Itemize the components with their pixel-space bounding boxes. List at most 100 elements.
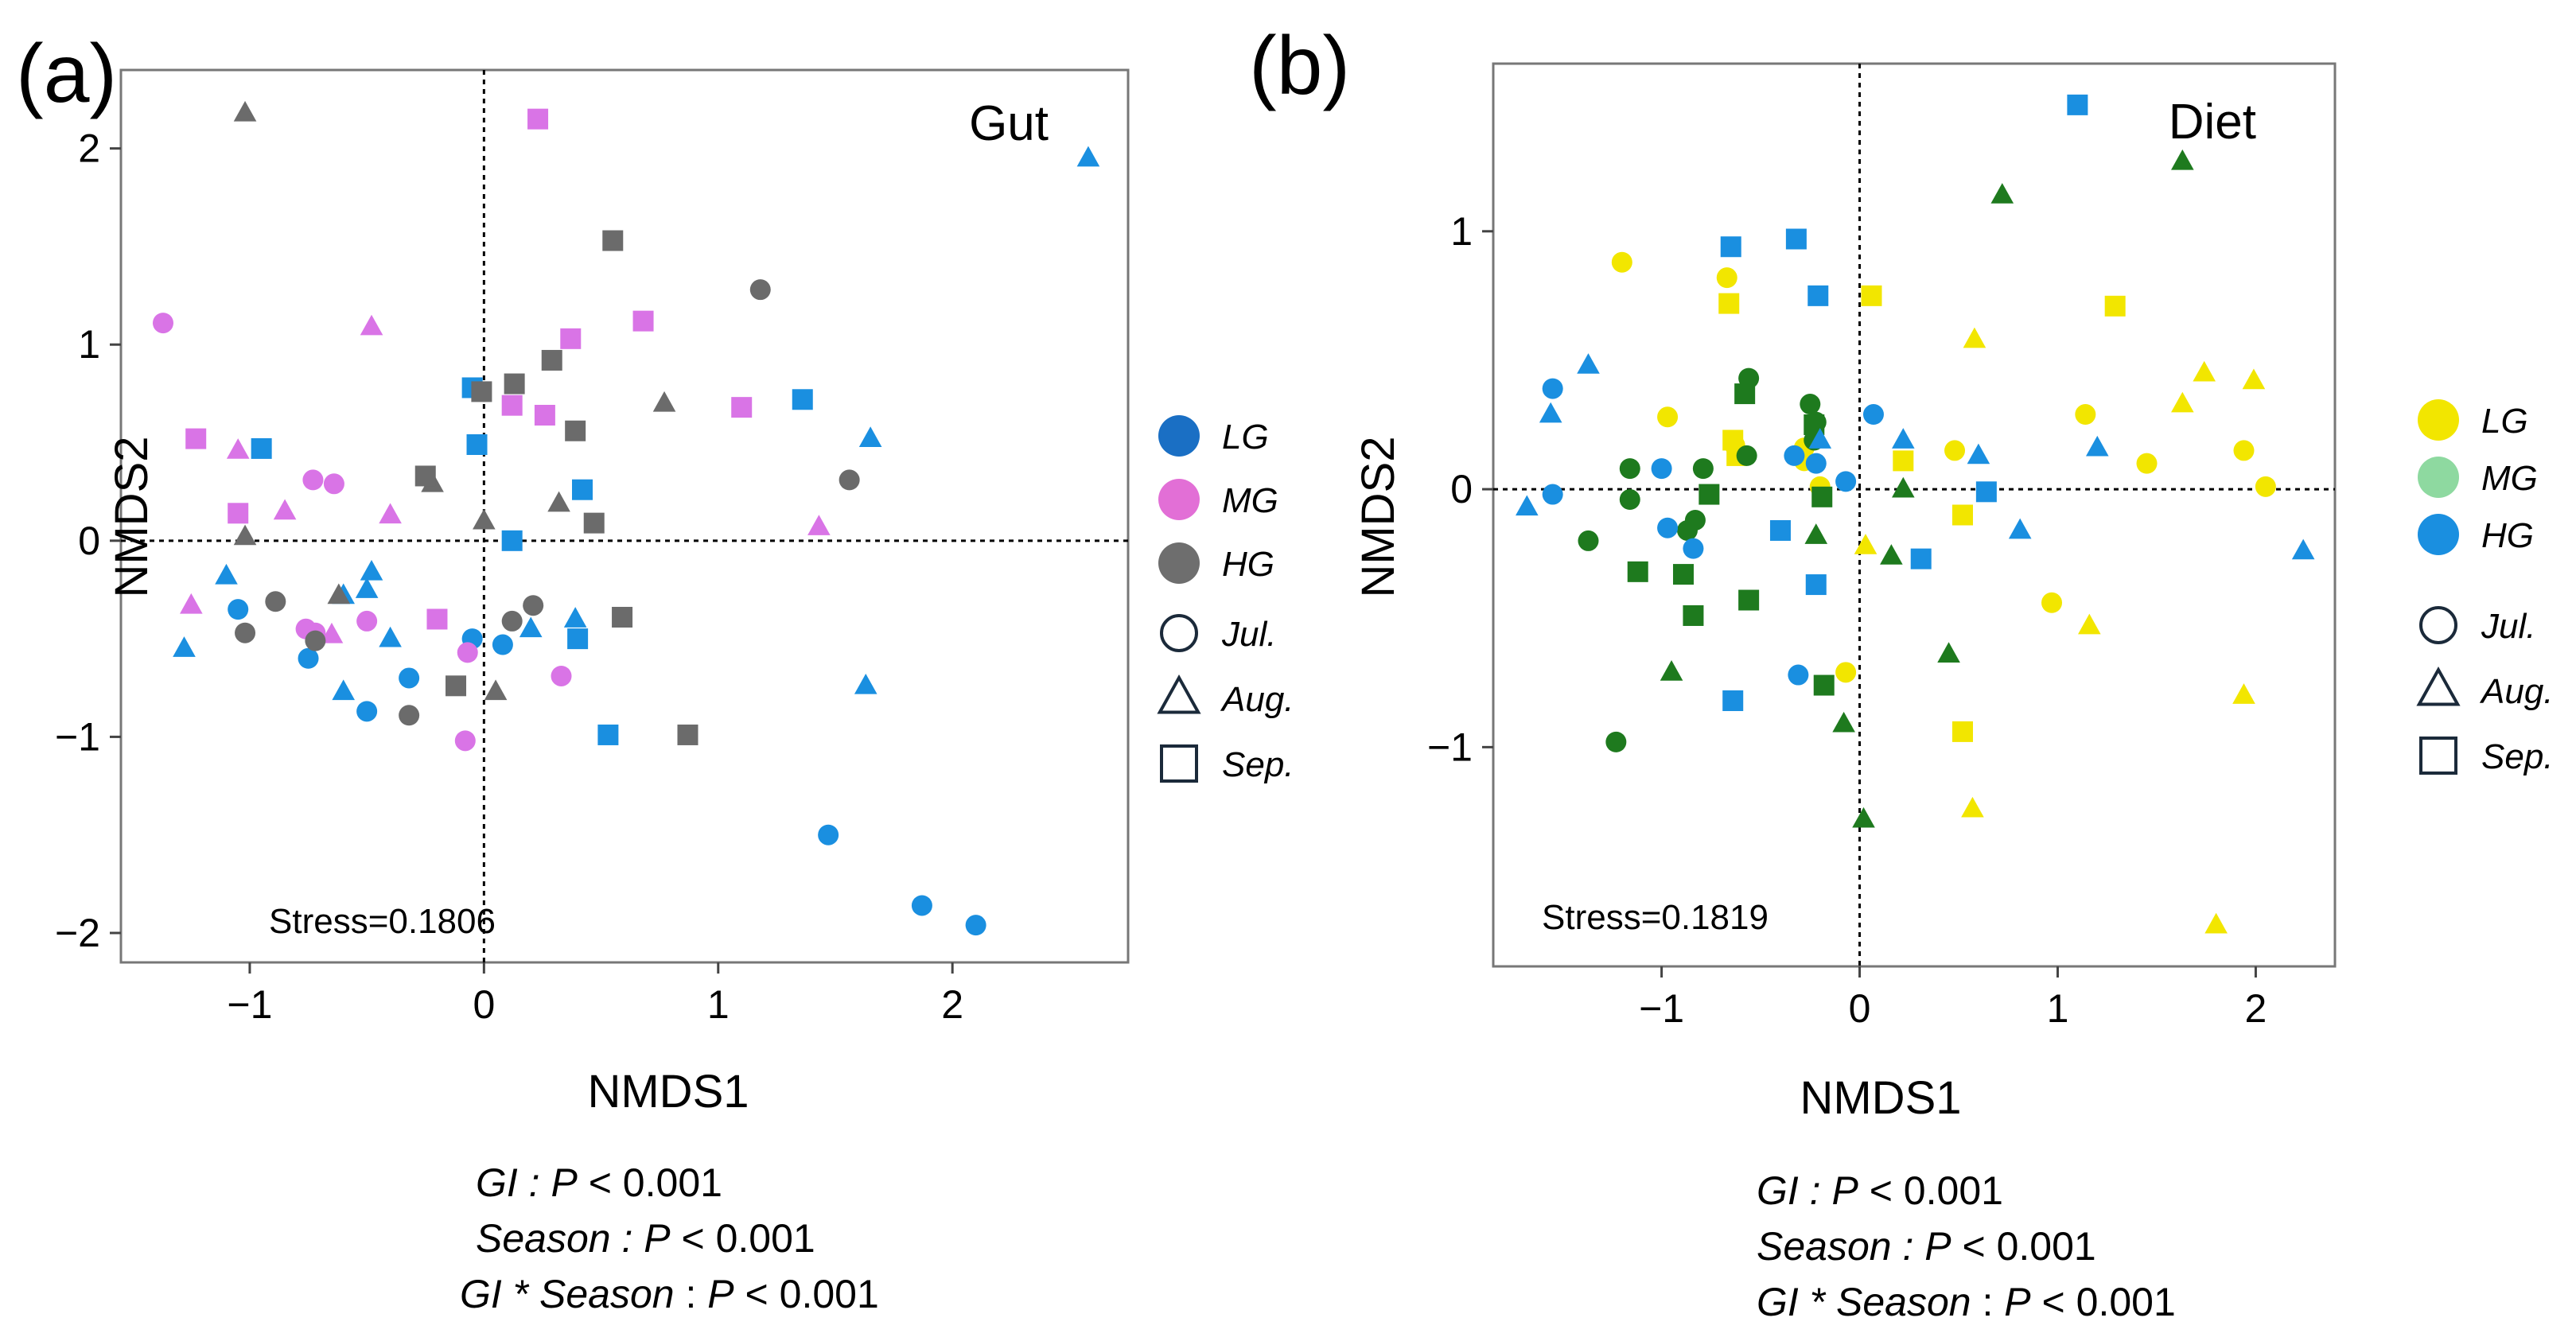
panel-a-point-hg-triangle [233,524,257,546]
panel-b-legend: LG MG HG Jul. Aug. Sep. [2416,399,2554,776]
panel-b-point-hg-triangle [1892,428,1915,449]
panel-b-point-hg-circle [1542,484,1563,505]
panel-b-plot-frame [1492,62,2337,968]
panel-a-point-hg-triangle [484,679,508,701]
panel-a-label: (a) [16,28,117,120]
panel-b-point-lg-circle [1611,251,1632,273]
panel-a-point-hg-circle [235,622,256,643]
panel-a-legend: LG MG HG Jul. Aug. Sep. [1157,415,1294,784]
panel-a-point-hg-triangle [327,583,351,604]
panel-a-point-mg-triangle [807,515,831,535]
panel-a-point-hg-square [471,381,492,402]
panel-b-point-hg-triangle [2085,435,2109,457]
panel-b-ticks: −1 0 1 2 −1 0 1 [1427,209,2267,1031]
panel-b-point-hg-square [1785,228,1807,250]
panel-b-legend-shape-square [2419,737,2457,775]
panel-b-y-tick-label: 1 [1450,209,1473,254]
panel-a-point-hg-circle [749,279,771,301]
panel-b-point-mg-square [1627,561,1648,582]
panel-b-point-hg-circle [1651,458,1672,480]
panel-a-x-tick-label: 0 [473,982,495,1027]
panel-b-point-mg-square [1699,484,1720,505]
panel-b-point-mg-circle [1684,509,1706,531]
panel-a-legend-label-lg: LG [1222,418,1269,457]
panel-b-point-lg-circle [1835,662,1857,683]
panel-a-point-hg-triangle [547,491,570,512]
panel-b-point-lg-circle [1657,406,1679,428]
panel-a-point-lg-circle [492,634,513,655]
panel-a-stats-line-1: GI : P < 0.001 [476,1160,722,1205]
panel-b-point-lg-circle [2136,453,2158,474]
panel-a-legend-label-mg: MG [1222,481,1278,520]
panel-b-legend-shape-circle [2419,606,2457,644]
panel-a-reference-lines [121,70,1128,962]
panel-b-stress: Stress=0.1819 [1542,898,1769,937]
panel-b-point-hg-square [1807,285,1829,306]
panel-b-x-tick-label: 2 [2245,986,2267,1031]
panel-a-point-lg-circle [228,599,249,620]
panel-b-legend-label-circle: Jul. [2481,607,2535,646]
panel-a-point-mg-square [534,405,555,426]
panel-a-point-hg-circle [305,630,326,651]
panel-b-point-lg-triangle [2193,360,2216,382]
panel-a-point-lg-circle [356,701,378,722]
panel-a-legend-label-square: Sep. [1222,745,1294,784]
panel-b-point-hg-square [1769,519,1791,541]
panel-a-point-mg-triangle [273,499,297,520]
panel-a-y-axis-title: NMDS2 [106,436,158,597]
panel-a-points [152,100,1100,936]
panel-b-point-lg-square [2104,295,2126,317]
panel-a-legend-shape-triangle [1157,674,1201,714]
panel-b-point-hg-circle [1835,471,1857,492]
panel-a-point-lg-circle [911,895,932,916]
panel-a-point-mg-circle [457,642,478,663]
panel-b-legend-label-lg: LG [2481,402,2528,441]
panel-a-point-lg-square [501,530,523,551]
panel-a-point-lg-circle [399,667,420,689]
panel-b-point-mg-circle [1619,489,1640,511]
panel-a-point-hg-square [677,724,698,745]
panel-b-point-lg-triangle [2242,368,2266,390]
panel-b-point-lg-circle [2233,440,2255,461]
panel-b-y-tick-label: 0 [1450,467,1473,511]
panel-a-point-mg-triangle [360,314,383,336]
panel-a-plot-frame [119,68,1130,964]
panel-a-point-hg-square [602,230,624,251]
panel-b-point-lg-circle [2041,592,2063,613]
panel-a-point-hg-triangle [233,100,257,122]
panel-b-point-mg-triangle [1990,183,2014,204]
panel-b-point-hg-triangle [1808,428,1832,449]
panel-a-point-lg-square [597,724,619,745]
panel-a-point-hg-triangle [473,508,496,530]
panel-a-legend-swatch-lg [1158,415,1200,457]
panel-a-point-lg-triangle [563,607,587,628]
panel-b-legend-label-square: Sep. [2481,737,2554,776]
panel-a-point-hg-square [612,606,633,628]
panel-a-x-tick-label: 2 [941,982,963,1027]
panel-b-point-hg-square [1910,548,1932,569]
panel-b-legend-label-mg: MG [2481,459,2538,498]
panel-b-point-mg-triangle [1660,660,1683,681]
panel-a-legend-shape-circle [1160,614,1198,652]
panel-b-point-lg-triangle [2078,613,2101,635]
panel-b-point-hg-circle [1542,378,1563,399]
panel-a-legend-label-hg: HG [1222,545,1274,584]
panel-b-point-lg-triangle [1963,327,1986,348]
panel-a-legend-label-circle: Jul. [1221,615,1276,654]
panel-a-point-lg-square [466,433,488,455]
panel-a-point-mg-circle [356,610,378,632]
panel-a-point-mg-square [527,108,549,130]
panel-a-point-lg-triangle [360,559,383,581]
panel-b-point-lg-circle [1716,267,1737,289]
panel-a-x-axis-title: NMDS1 [587,1066,749,1118]
panel-b-point-mg-square [1683,604,1704,626]
panel-b-point-mg-triangle [1852,807,1875,828]
panel-b-point-lg-triangle [2171,391,2194,413]
panel-b-point-hg-triangle [2008,518,2032,539]
panel-b-legend-label-triangle: Aug. [2479,672,2554,711]
panel-a-stats-line-3: GI * Season : P < 0.001 [460,1272,879,1316]
panel-b-x-axis-title: NMDS1 [1800,1072,1961,1124]
panel-a-point-mg-circle [323,473,344,495]
panel-b-point-hg-triangle [2291,538,2315,560]
panel-a-legend-swatch-hg [1158,542,1200,584]
